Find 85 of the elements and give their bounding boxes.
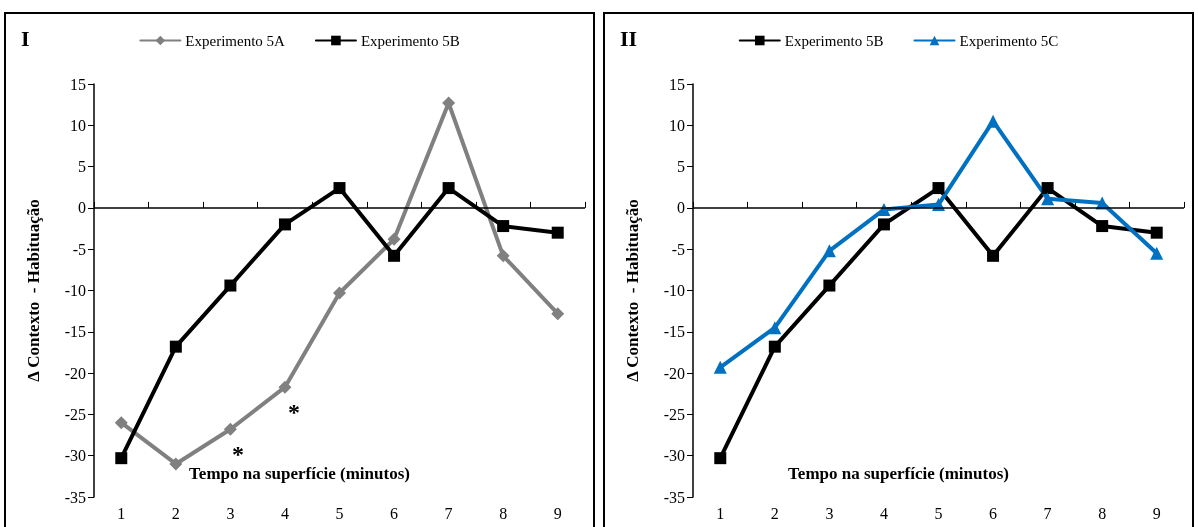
point bbox=[115, 452, 128, 465]
y-tick-label: 0 bbox=[78, 199, 86, 217]
x-tick-label: 6 bbox=[989, 504, 998, 522]
x-tick-label: 3 bbox=[226, 504, 235, 522]
y-tick-label: -10 bbox=[64, 282, 86, 299]
y-tick-label: -15 bbox=[64, 323, 86, 341]
point bbox=[1096, 220, 1109, 233]
y-tick-label: -10 bbox=[663, 282, 685, 299]
point bbox=[823, 279, 836, 292]
x-tick-label: 4 bbox=[280, 504, 289, 522]
chart-title: I bbox=[21, 25, 30, 51]
point bbox=[224, 279, 237, 292]
point bbox=[114, 416, 128, 430]
x-axis-title: Tempo na superfície (minutos) bbox=[788, 464, 1009, 483]
point bbox=[1041, 182, 1054, 195]
point bbox=[768, 340, 781, 353]
x-tick-label: 3 bbox=[825, 504, 834, 522]
x-tick-label: 1 bbox=[716, 504, 725, 522]
y-tick-label: 15 bbox=[669, 75, 685, 93]
x-tick-label: 5 bbox=[335, 504, 344, 522]
x-tick-label: 6 bbox=[390, 504, 399, 522]
point bbox=[333, 286, 346, 300]
x-tick-label: 7 bbox=[444, 504, 453, 522]
x-tick-label: 1 bbox=[117, 504, 126, 522]
point bbox=[442, 96, 456, 110]
x-tick-label: 8 bbox=[1098, 504, 1107, 522]
y-tick-label: 15 bbox=[70, 75, 86, 93]
y-tick-label: 0 bbox=[677, 199, 685, 217]
x-tick-label: 9 bbox=[553, 504, 562, 522]
point bbox=[278, 380, 292, 394]
y-axis-title: Δ Contexto - Habituação bbox=[623, 199, 642, 382]
point bbox=[388, 249, 401, 262]
y-tick-label: -35 bbox=[663, 488, 685, 506]
legend-label: Experimento 5C bbox=[959, 32, 1059, 49]
point bbox=[333, 182, 346, 195]
point bbox=[551, 226, 564, 239]
y-tick-label: -35 bbox=[64, 488, 86, 506]
point bbox=[932, 182, 945, 195]
legend-label: Experimento 5B bbox=[360, 32, 460, 49]
y-axis-title: Δ Contexto - Habituação bbox=[24, 199, 43, 382]
y-tick-label: -5 bbox=[72, 240, 86, 258]
point bbox=[442, 182, 455, 195]
annotation: * bbox=[232, 441, 244, 467]
point bbox=[1150, 226, 1163, 239]
x-tick-label: 2 bbox=[171, 504, 180, 522]
x-tick-label: 8 bbox=[499, 504, 508, 522]
y-tick-label: 10 bbox=[70, 116, 86, 134]
y-tick-label: -25 bbox=[64, 405, 86, 423]
point bbox=[387, 232, 401, 246]
point bbox=[768, 321, 782, 335]
y-tick-label: 5 bbox=[78, 158, 86, 176]
y-tick-label: -20 bbox=[64, 364, 86, 382]
point bbox=[1041, 192, 1055, 206]
y-tick-label: 5 bbox=[677, 158, 685, 176]
point bbox=[278, 218, 291, 231]
chart-title: II bbox=[620, 25, 638, 51]
x-tick-label: 7 bbox=[1043, 504, 1052, 522]
y-tick-label: -5 bbox=[671, 240, 685, 258]
x-tick-label: 5 bbox=[934, 504, 943, 522]
y-tick-label: 10 bbox=[669, 116, 685, 134]
point bbox=[877, 218, 890, 231]
point bbox=[551, 307, 565, 321]
x-tick-label: 2 bbox=[770, 504, 779, 522]
x-tick-label: 4 bbox=[879, 504, 888, 522]
point bbox=[1150, 246, 1164, 260]
y-tick-label: -25 bbox=[663, 405, 685, 423]
point bbox=[169, 340, 182, 353]
point bbox=[713, 360, 727, 374]
annotation: * bbox=[288, 399, 300, 425]
point bbox=[169, 457, 183, 471]
legend-label: Experimento 5B bbox=[784, 32, 884, 49]
y-tick-label: -20 bbox=[663, 364, 685, 382]
point bbox=[714, 452, 727, 465]
point bbox=[497, 220, 510, 233]
point bbox=[986, 114, 1000, 128]
x-tick-label: 9 bbox=[1152, 504, 1161, 522]
x-axis-title: Tempo na superfície (minutos) bbox=[189, 464, 410, 483]
point bbox=[223, 422, 237, 436]
point bbox=[987, 249, 1000, 262]
point bbox=[822, 244, 836, 258]
y-tick-label: -30 bbox=[64, 447, 86, 465]
y-tick-label: -30 bbox=[663, 447, 685, 465]
point bbox=[496, 249, 510, 263]
legend-label: Experimento 5A bbox=[185, 32, 286, 49]
y-tick-label: -15 bbox=[663, 323, 685, 341]
